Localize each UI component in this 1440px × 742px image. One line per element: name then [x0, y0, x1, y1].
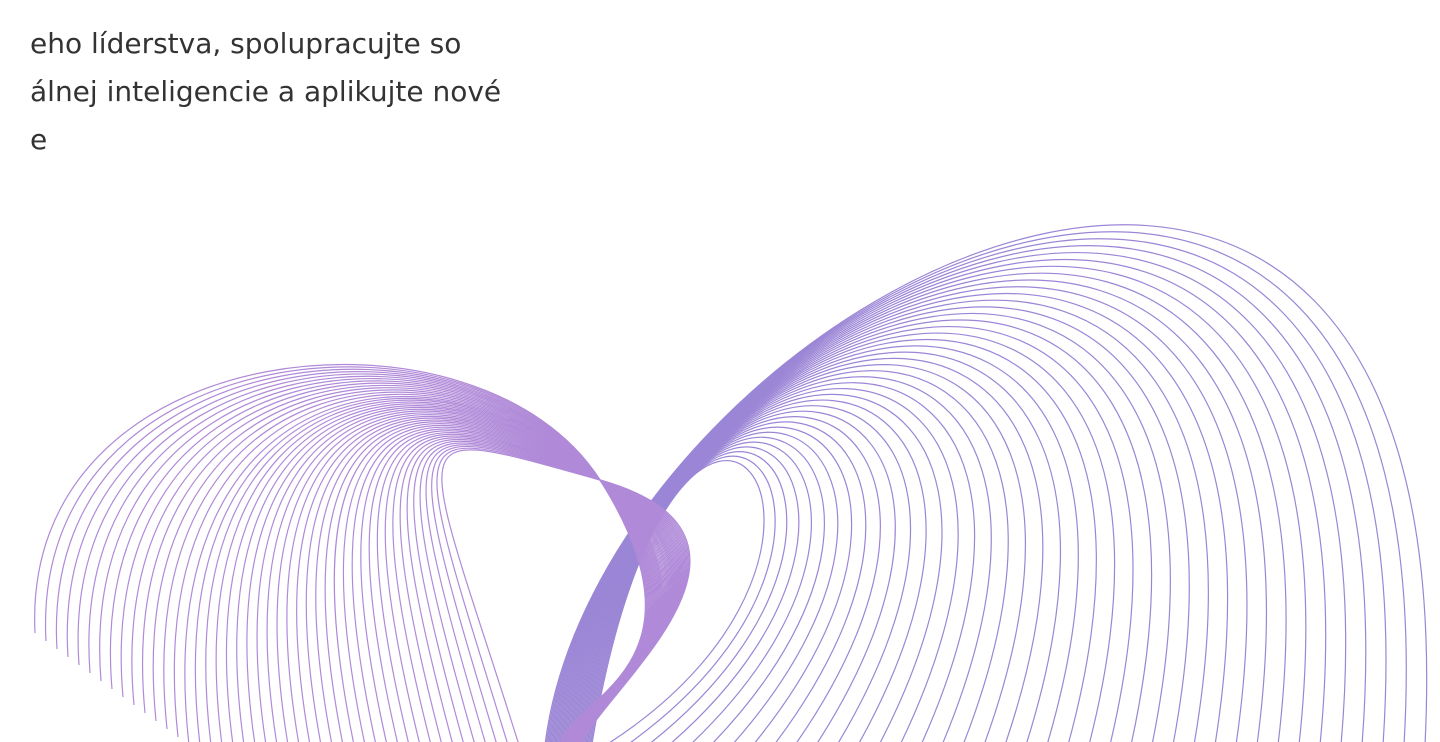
wave-line: [570, 364, 1027, 742]
wave-line: [552, 265, 1307, 742]
wave-line: [554, 279, 1268, 742]
wave-line: [571, 370, 1009, 742]
wave-line: [572, 376, 992, 742]
wave-line: [553, 272, 1287, 742]
text-line: eho líderstva, spolupracujte so: [30, 27, 462, 60]
text-line: e: [30, 123, 48, 156]
intro-text: eho líderstva, spolupracujte so álnej in…: [30, 20, 501, 164]
wave-line: [591, 460, 765, 742]
wave-line: [34, 363, 647, 742]
wave-line: [392, 435, 683, 742]
wave-line: [376, 432, 681, 742]
wave-line: [441, 449, 691, 742]
text-line: álnej inteligencie a aplikujte nové: [30, 75, 502, 108]
wave-line: [406, 438, 685, 742]
